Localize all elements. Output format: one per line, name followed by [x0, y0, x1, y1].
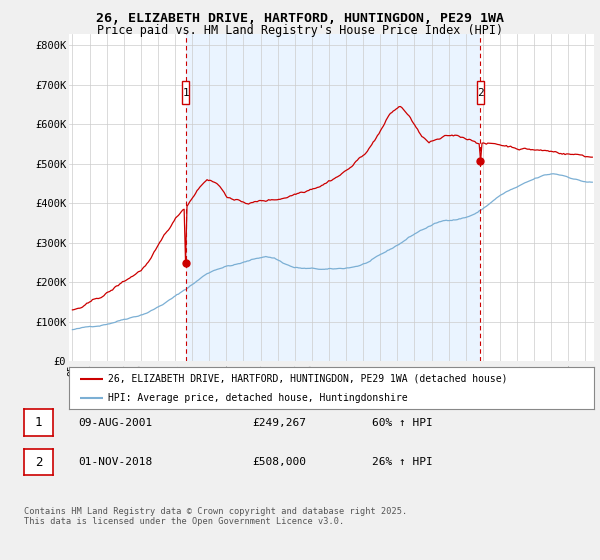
- Text: 2: 2: [477, 87, 484, 97]
- Text: 09-AUG-2001: 09-AUG-2001: [78, 418, 152, 428]
- Text: 26, ELIZABETH DRIVE, HARTFORD, HUNTINGDON, PE29 1WA: 26, ELIZABETH DRIVE, HARTFORD, HUNTINGDO…: [96, 12, 504, 25]
- Text: 60% ↑ HPI: 60% ↑ HPI: [372, 418, 433, 428]
- Text: Price paid vs. HM Land Registry's House Price Index (HPI): Price paid vs. HM Land Registry's House …: [97, 24, 503, 36]
- FancyBboxPatch shape: [182, 81, 189, 104]
- Text: £508,000: £508,000: [252, 457, 306, 467]
- FancyBboxPatch shape: [476, 81, 484, 104]
- Text: HPI: Average price, detached house, Huntingdonshire: HPI: Average price, detached house, Hunt…: [109, 393, 408, 403]
- Text: Contains HM Land Registry data © Crown copyright and database right 2025.
This d: Contains HM Land Registry data © Crown c…: [24, 507, 407, 526]
- Text: £249,267: £249,267: [252, 418, 306, 428]
- Text: 2: 2: [35, 455, 42, 469]
- Text: 01-NOV-2018: 01-NOV-2018: [78, 457, 152, 467]
- Text: 1: 1: [35, 416, 42, 430]
- Text: 26% ↑ HPI: 26% ↑ HPI: [372, 457, 433, 467]
- Bar: [185, 34, 480, 361]
- Text: 1: 1: [182, 87, 189, 97]
- Text: 26, ELIZABETH DRIVE, HARTFORD, HUNTINGDON, PE29 1WA (detached house): 26, ELIZABETH DRIVE, HARTFORD, HUNTINGDO…: [109, 374, 508, 384]
